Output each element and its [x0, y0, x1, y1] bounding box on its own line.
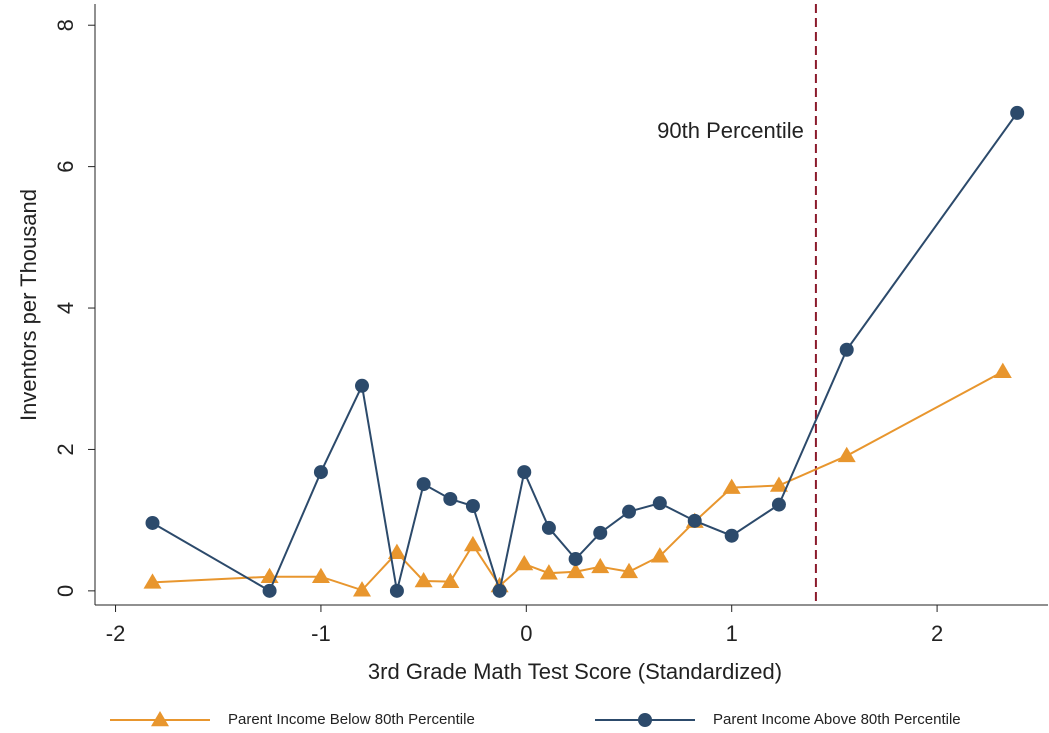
point: [414, 571, 433, 588]
legend-label: Parent Income Above 80th Percentile: [713, 711, 961, 728]
point: [465, 499, 480, 514]
legend-marker: [151, 711, 169, 727]
x-tick-label: 2: [931, 621, 943, 646]
point: [652, 496, 667, 511]
point: [622, 504, 637, 519]
point: [313, 465, 328, 480]
x-tick-label: 1: [726, 621, 738, 646]
point: [837, 446, 856, 463]
point: [539, 564, 558, 580]
point: [541, 520, 556, 535]
legend-label: Parent Income Below 80th Percentile: [228, 711, 475, 728]
point: [517, 465, 532, 480]
point: [566, 562, 585, 579]
y-tick-label: 8: [53, 19, 78, 31]
x-axis-title: 3rd Grade Math Test Score (Standardized): [368, 659, 782, 684]
y-tick-label: 0: [53, 585, 78, 597]
point: [568, 552, 583, 567]
point: [492, 583, 507, 598]
point: [441, 572, 460, 588]
point: [724, 528, 739, 543]
point: [389, 583, 404, 598]
x-tick-label: -2: [106, 621, 126, 646]
x-tick-label: 0: [520, 621, 532, 646]
y-axis-title: Inventors per Thousand: [16, 189, 41, 421]
point: [355, 378, 370, 393]
point: [145, 515, 160, 530]
point: [771, 497, 786, 512]
point: [722, 478, 741, 494]
point: [839, 342, 854, 357]
annotation: 90th Percentile: [657, 118, 804, 143]
point: [593, 525, 608, 540]
point: [769, 476, 788, 492]
point: [311, 567, 330, 584]
point: [443, 491, 458, 506]
point: [591, 557, 610, 574]
point: [387, 543, 406, 559]
legend-marker: [638, 713, 652, 727]
y-tick-label: 6: [53, 160, 78, 172]
point: [353, 581, 372, 597]
point: [650, 547, 669, 563]
point: [416, 477, 431, 492]
y-tick-label: 4: [53, 302, 78, 314]
y-tick-label: 2: [53, 443, 78, 455]
point: [262, 583, 277, 598]
point: [993, 362, 1012, 378]
x-tick-label: -1: [311, 621, 331, 646]
point: [1010, 105, 1025, 120]
point: [620, 562, 639, 579]
point: [143, 573, 162, 589]
point: [515, 554, 534, 571]
series-line: [152, 112, 1019, 595]
point: [687, 513, 702, 528]
point: [463, 535, 482, 552]
